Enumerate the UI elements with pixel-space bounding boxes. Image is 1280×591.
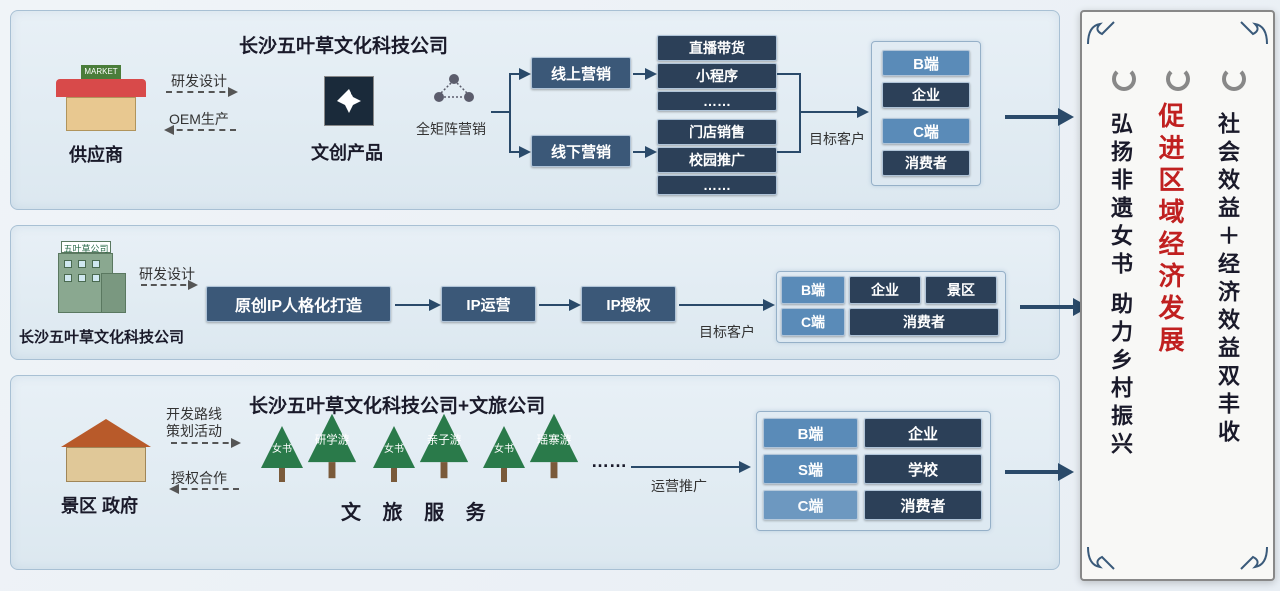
customer-group-3: B端 企业 S端 学校 C端 消费者 xyxy=(756,411,991,531)
panel-supply-chain: MARKET 供应商 研发设计 OEM生产 长沙五叶草文化科技公司 文创产品 全… xyxy=(10,10,1060,210)
spinner-icon xyxy=(1112,67,1136,91)
offline-item: 门店销售 xyxy=(657,119,777,145)
building-sign: 五叶草公司 xyxy=(61,241,111,253)
rd-label: 研发设计 xyxy=(171,71,227,91)
service-label: 文 旅 服 务 xyxy=(341,496,494,525)
panel-tourism: 景区 政府 开发路线 策划活动 授权合作 长沙五叶草文化科技公司+文旅公司 女书… xyxy=(10,375,1060,570)
product-label: 文创产品 xyxy=(311,139,383,165)
cust-name: 消费者 xyxy=(882,150,970,176)
cust-tag: S端 xyxy=(763,454,858,484)
cust-cell: 企业 xyxy=(849,276,921,304)
outcome-col-2: 促进区域经济发展 xyxy=(1162,102,1188,358)
market-icon: MARKET xyxy=(56,61,146,131)
auth-label: 授权合作 xyxy=(171,468,227,488)
cust-tag: B端 xyxy=(763,418,858,448)
cust-cell: B端 xyxy=(781,276,845,304)
cust-cell: C端 xyxy=(781,308,845,336)
customer-group-1: B端 企业 C端 消费者 xyxy=(871,41,981,186)
oem-label: OEM生产 xyxy=(169,109,229,129)
outcome-col-1: 弘扬非遗女书 助力乡村振兴 xyxy=(1110,112,1136,460)
arrow-oem xyxy=(166,129,236,131)
marketing-label: 全矩阵营销 xyxy=(416,119,486,139)
company-title-3: 长沙五叶草文化科技公司+文旅公司 xyxy=(249,391,545,418)
cust-name: 企业 xyxy=(882,82,970,108)
cust-name: 消费者 xyxy=(864,490,982,520)
scenic-label: 景区 政府 xyxy=(61,492,138,518)
arrow-rd xyxy=(166,91,236,93)
tree-icon: 女书 xyxy=(261,426,303,482)
online-item: 小程序 xyxy=(657,63,777,89)
offline-marketing-box: 线下营销 xyxy=(531,135,631,167)
tree-icon: 亲子游 xyxy=(420,414,468,478)
online-marketing-box: 线上营销 xyxy=(531,57,631,89)
arrow-rd2 xyxy=(141,284,196,286)
outcome-panel: 弘扬非遗女书 助力乡村振兴 促进区域经济发展 社会效益＋经济效益双丰收 xyxy=(1080,10,1275,581)
big-arrow xyxy=(1020,305,1085,309)
corner-ornament xyxy=(1239,16,1269,46)
cust-cell: 景区 xyxy=(925,276,997,304)
cust-tag: C端 xyxy=(882,118,970,144)
big-arrow xyxy=(1005,470,1070,474)
panel-ip: 五叶草公司 长沙五叶草文化科技公司 研发设计 原创IP人格化打造 IP运营 IP… xyxy=(10,225,1060,360)
cust-tag: C端 xyxy=(763,490,858,520)
supplier-label: 供应商 xyxy=(69,141,123,167)
rd-label-2: 研发设计 xyxy=(139,264,195,284)
online-item: 直播带货 xyxy=(657,35,777,61)
target-label-2: 目标客户 xyxy=(699,322,755,342)
tree-icon: 瑶寨游 xyxy=(530,414,578,478)
ip-create-box: 原创IP人格化打造 xyxy=(206,286,391,322)
company-title-1: 长沙五叶草文化科技公司 xyxy=(239,31,448,58)
arrow-dev xyxy=(171,442,239,444)
spinner-icon xyxy=(1222,67,1246,91)
tree-icon: 女书 xyxy=(373,426,415,482)
dots-label: …… xyxy=(591,451,627,472)
target-label-1: 目标客户 xyxy=(809,129,865,149)
offline-item: 校园推广 xyxy=(657,147,777,173)
cust-cell: 消费者 xyxy=(849,308,999,336)
people-icon xyxy=(429,71,479,106)
online-item: …… xyxy=(657,91,777,111)
arrow-auth xyxy=(171,488,239,490)
main-flow-area: MARKET 供应商 研发设计 OEM生产 长沙五叶草文化科技公司 文创产品 全… xyxy=(10,10,1070,581)
outcome-col-3: 社会效益＋经济效益双丰收 xyxy=(1217,112,1243,448)
company-label-2: 长沙五叶草文化科技公司 xyxy=(19,326,184,347)
market-sign: MARKET xyxy=(81,65,121,79)
big-arrow xyxy=(1005,115,1070,119)
house-icon xyxy=(51,412,161,482)
cust-name: 企业 xyxy=(864,418,982,448)
cust-name: 学校 xyxy=(864,454,982,484)
corner-ornament xyxy=(1086,545,1116,575)
tree-icon: 研学游 xyxy=(308,414,356,478)
building-icon: 五叶草公司 xyxy=(46,238,126,313)
offline-item: …… xyxy=(657,175,777,195)
corner-ornament xyxy=(1086,16,1116,46)
ip-operate-box: IP运营 xyxy=(441,286,536,322)
corner-ornament xyxy=(1239,545,1269,575)
cust-tag: B端 xyxy=(882,50,970,76)
dev-label: 开发路线 策划活动 xyxy=(166,406,222,440)
promote-label: 运营推广 xyxy=(651,476,707,496)
product-icon xyxy=(324,76,374,126)
tree-icon: 女书 xyxy=(483,426,525,482)
spinner-icon xyxy=(1166,67,1190,91)
ip-license-box: IP授权 xyxy=(581,286,676,322)
customer-group-2: B端 企业 景区 C端 消费者 xyxy=(776,271,1006,343)
